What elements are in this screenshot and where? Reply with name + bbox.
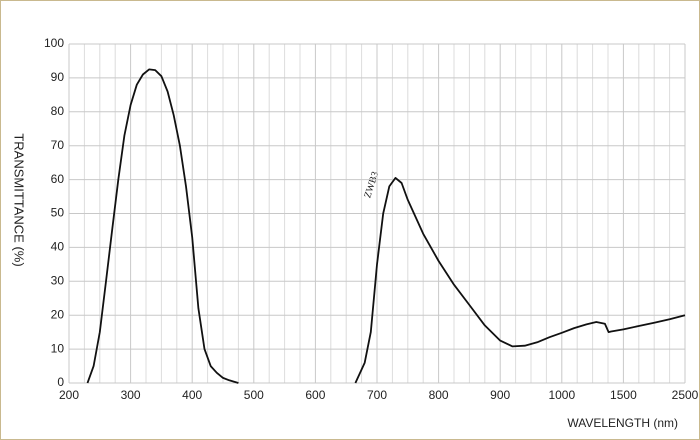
y-tick-label: 100	[44, 36, 64, 50]
y-tick-label: 20	[51, 307, 65, 321]
y-tick-label: 10	[51, 341, 65, 355]
x-tick-label: 200	[59, 388, 79, 402]
x-tick-label: 1500	[610, 388, 637, 402]
series-line	[86, 68, 239, 384]
x-tick-label: 300	[121, 388, 141, 402]
y-tick-label: 30	[51, 273, 65, 287]
x-axis-label: WAVELENGTH (nm)	[567, 416, 678, 430]
y-tick-label: 40	[51, 240, 65, 254]
x-tick-label: 400	[182, 388, 202, 402]
x-tick-label: 700	[367, 388, 387, 402]
x-tick-label: 600	[305, 388, 325, 402]
y-axis-label: TRANSMITTANCE (%)	[12, 133, 27, 266]
series-line	[354, 177, 686, 384]
x-tick-label: 900	[490, 388, 510, 402]
y-tick-label: 0	[57, 375, 64, 389]
x-tick-label: 500	[244, 388, 264, 402]
x-tick-label: 800	[429, 388, 449, 402]
y-tick-label: 80	[51, 104, 65, 118]
y-tick-label: 70	[51, 138, 65, 152]
y-tick-label: 60	[51, 172, 65, 186]
y-tick-label: 90	[51, 70, 65, 84]
x-tick-label: 1000	[548, 388, 575, 402]
x-tick-label: 2500	[672, 388, 699, 402]
y-tick-label: 50	[51, 206, 65, 220]
